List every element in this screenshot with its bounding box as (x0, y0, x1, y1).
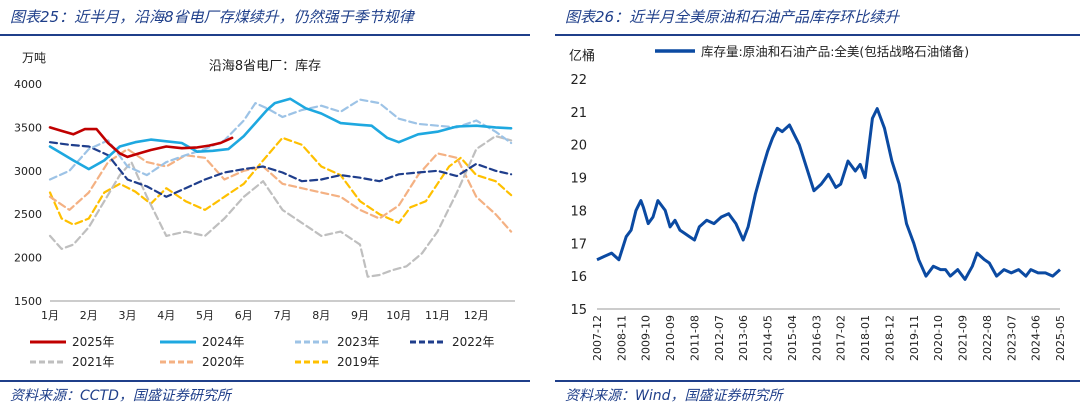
source-rule (555, 380, 1080, 382)
figure-26-title: 图表26：近半月全美原油和石油产品库存环比续升 (565, 8, 900, 26)
coal-stock-panel: 图表25：近半月，沿海8省电厂存煤续升，仍然强于季节规律 沿海8省电厂：库存 万… (0, 0, 530, 410)
x-tick-label: 1月 (41, 309, 59, 322)
x-tick-label: 2014-05 (762, 315, 775, 361)
legend-label: 库存量:原油和石油产品:全美(包括战略石油储备) (701, 44, 969, 59)
x-tick-label: 2013-06 (737, 315, 750, 361)
figure-25-source: 资料来源：CCTD，国盛证券研究所 (10, 388, 231, 404)
x-tick-label: 8月 (312, 309, 330, 322)
us-oil-inventory-chart: 亿桶 库存量:原油和石油产品:全美(包括战略石油储备) 15 16 17 18 19 20… (569, 44, 1067, 361)
y-tick-label: 1500 (14, 295, 42, 308)
x-tick-label: 7月 (274, 309, 292, 322)
series-line-2021 (48, 134, 513, 278)
x-tick-label: 2022-08 (981, 315, 994, 361)
x-tick-label: 2021-09 (957, 315, 970, 361)
y-tick-label: 3000 (14, 165, 42, 178)
x-tick-label: 2007-12 (591, 315, 604, 361)
x-tick-label: 2012-07 (713, 315, 726, 361)
x-tick-label: 10月 (386, 309, 411, 322)
y-tick-label: 15 (570, 303, 587, 318)
x-tick-label: 2016-03 (810, 315, 823, 361)
x-tick-label: 2008-11 (615, 315, 628, 361)
y-tick-label: 2500 (14, 208, 42, 221)
coal-stock-chart: 沿海8省电厂：库存 万吨 1500 2000 2500 3000 3500 4000 1月… (14, 51, 515, 369)
series-line-2022 (48, 141, 513, 198)
x-tick-label: 2015-04 (786, 315, 799, 361)
legend-label: 2020年 (202, 355, 245, 369)
x-tick-label: 2020-10 (932, 315, 945, 361)
chart-title: 沿海8省电厂：库存 (209, 58, 321, 74)
figure-26-source: 资料来源：Wind，国盛证券研究所 (565, 388, 783, 404)
x-tick-label: 4月 (157, 309, 175, 322)
y-tick-label: 4000 (14, 78, 42, 91)
x-tick-label: 6月 (235, 309, 253, 322)
legend-label: 2019年 (337, 355, 380, 369)
x-tick-label: 11月 (425, 309, 450, 322)
y-tick-label: 3500 (14, 121, 42, 134)
source-rule (0, 380, 530, 382)
title-rule (0, 34, 530, 36)
x-tick-label: 2024-06 (1030, 315, 1043, 361)
legend-label: 2021年 (72, 355, 115, 369)
legend-label: 2023年 (337, 335, 380, 349)
x-tick-label: 3月 (119, 309, 137, 322)
x-tick-label: 2017-02 (835, 315, 848, 361)
y-axis-unit: 万吨 (22, 51, 46, 65)
x-tick-label: 2月 (80, 309, 98, 322)
y-tick-label: 16 (570, 270, 587, 285)
y-tick-label: 20 (570, 139, 587, 154)
us-oil-inventory-panel: 图表26：近半月全美原油和石油产品库存环比续升 亿桶 库存量:原油和石油产品:全… (555, 0, 1080, 410)
y-tick-label: 19 (570, 172, 587, 187)
y-tick-label: 22 (570, 73, 587, 88)
series-line-2025 (48, 126, 234, 159)
x-tick-label: 2019-11 (908, 315, 921, 361)
y-tick-label: 2000 (14, 252, 42, 265)
x-tick-label: 9月 (351, 309, 369, 322)
legend-label: 2024年 (202, 335, 245, 349)
x-tick-label: 2010-09 (664, 315, 677, 361)
x-tick-label: 12月 (464, 309, 489, 322)
x-tick-label: 2018-01 (859, 315, 872, 361)
x-tick-label: 2018-12 (883, 315, 896, 361)
figure-25-title: 图表25：近半月，沿海8省电厂存煤续升，仍然强于季节规律 (10, 8, 414, 26)
x-tick-label: 2023-07 (1005, 315, 1018, 361)
y-tick-label: 21 (570, 106, 587, 121)
series-line-2024 (48, 97, 513, 171)
x-tick-label: 2025-05 (1054, 315, 1067, 361)
legend-label: 2025年 (72, 335, 115, 349)
series-line-2019 (48, 136, 513, 226)
x-tick-label: 2011-08 (688, 315, 701, 361)
x-tick-label: 5月 (196, 309, 214, 322)
y-axis-unit: 亿桶 (569, 49, 595, 64)
legend-label: 2022年 (452, 335, 495, 349)
title-rule (555, 34, 1080, 36)
series-line-2023 (48, 98, 513, 181)
y-tick-label: 17 (570, 237, 587, 252)
x-tick-label: 2009-10 (640, 315, 653, 361)
series-line-2020 (48, 147, 513, 233)
y-tick-label: 18 (570, 204, 587, 219)
series-line-us-inventory (596, 107, 1061, 281)
